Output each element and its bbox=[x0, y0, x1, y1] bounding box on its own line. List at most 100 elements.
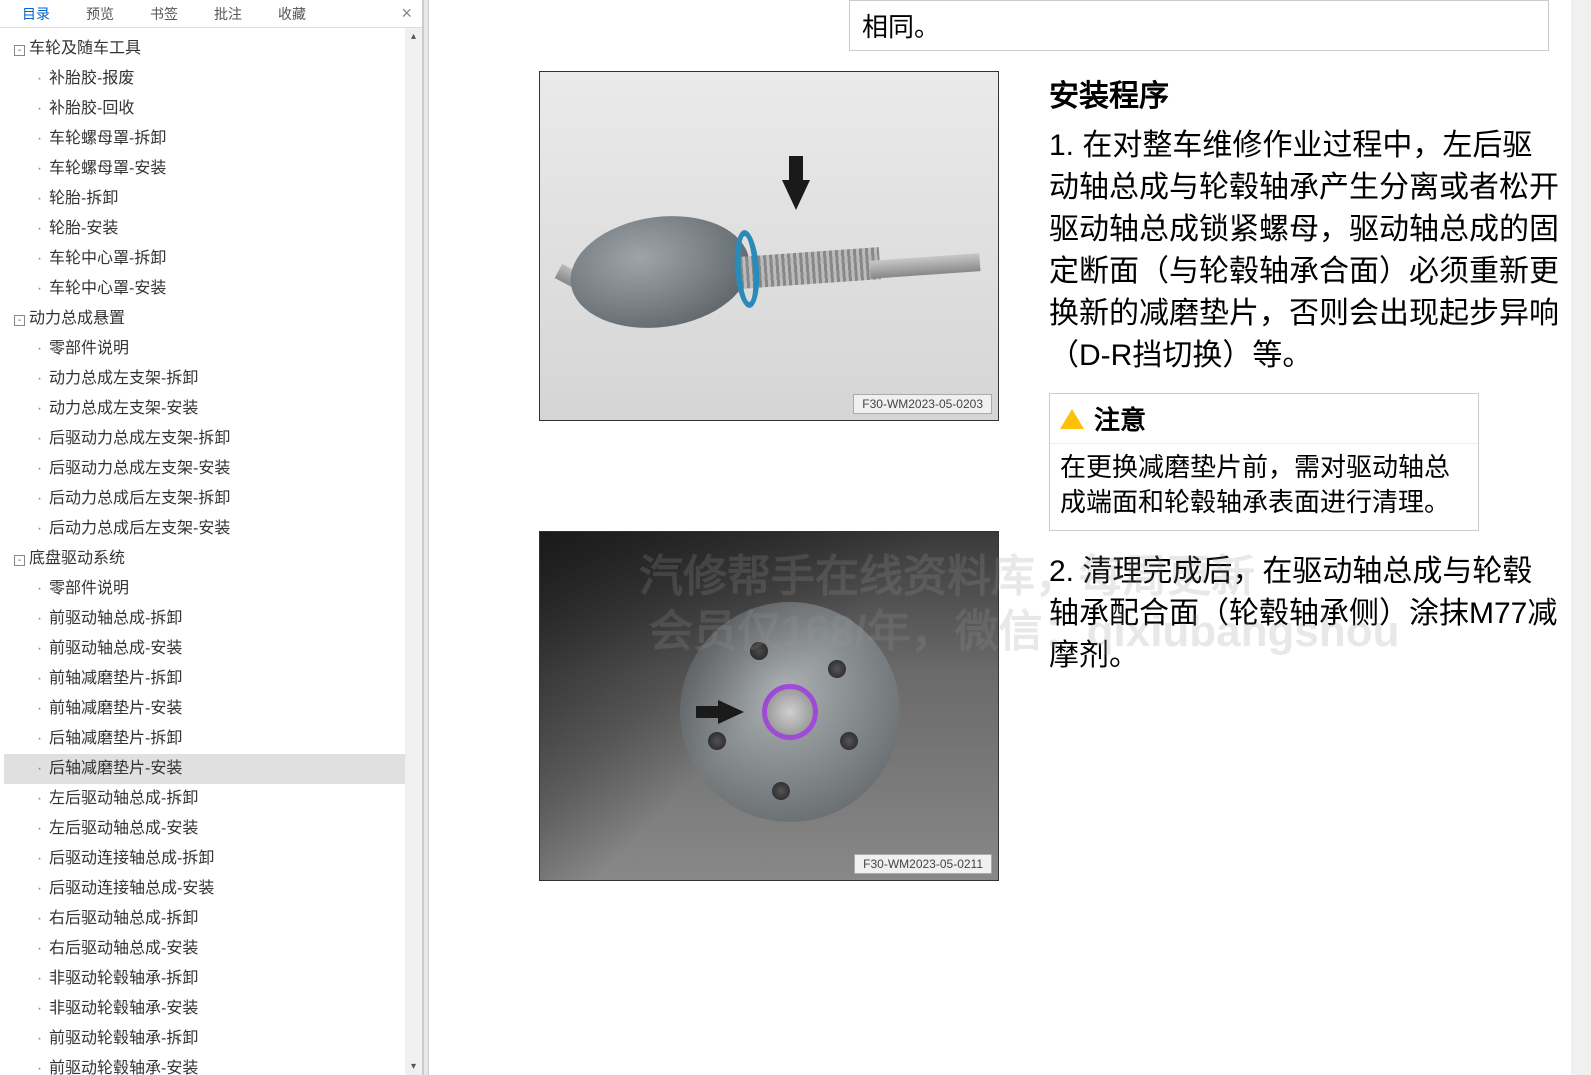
scroll-up-icon[interactable]: ▴ bbox=[405, 28, 422, 45]
tree-item[interactable]: ·前轴减磨垫片-拆卸 bbox=[4, 664, 422, 694]
tree-item[interactable]: ·前驱动轴总成-拆卸 bbox=[4, 604, 422, 634]
arrow-right-icon bbox=[718, 700, 744, 724]
tree-bullet-icon: · bbox=[34, 636, 45, 662]
tree-item[interactable]: ·动力总成左支架-拆卸 bbox=[4, 364, 422, 394]
tree-item[interactable]: ·后驱动连接轴总成-拆卸 bbox=[4, 844, 422, 874]
tree-item-label: 右后驱动轴总成-安装 bbox=[49, 940, 198, 957]
caution-header: 注意 bbox=[1050, 394, 1478, 444]
tree-item[interactable]: ·左后驱动轴总成-拆卸 bbox=[4, 784, 422, 814]
shaft-ring-highlight bbox=[732, 229, 761, 308]
tree-item[interactable]: ·左后驱动轴总成-安装 bbox=[4, 814, 422, 844]
paragraph-2: 2. 清理完成后，在驱动轴总成与轮毂轴承配合面（轮毂轴承侧）涂抹M77减摩剂。 bbox=[1049, 551, 1561, 677]
document-content: 相同。 F30-WM2023-05-0203 bbox=[429, 0, 1591, 1075]
tab-annotate[interactable]: 批注 bbox=[196, 0, 260, 28]
tree-bullet-icon: · bbox=[34, 696, 45, 722]
tree-item[interactable]: ·车轮螺母罩-拆卸 bbox=[4, 124, 422, 154]
sidebar: 目录 预览 书签 批注 收藏 × ▴ ▾ -车轮及随车工具·补胎胶-报废·补胎胶… bbox=[0, 0, 423, 1075]
scroll-down-icon[interactable]: ▾ bbox=[405, 1058, 422, 1075]
tree-item[interactable]: -动力总成悬置 bbox=[4, 304, 422, 334]
tree-item[interactable]: ·右后驱动轴总成-拆卸 bbox=[4, 904, 422, 934]
tree-item-label: 车轮中心罩-安装 bbox=[49, 280, 166, 297]
top-note-box: 相同。 bbox=[849, 0, 1549, 51]
tree-item[interactable]: ·轮胎-拆卸 bbox=[4, 184, 422, 214]
tree-bullet-icon: · bbox=[34, 996, 45, 1022]
tree-item-label: 动力总成左支架-拆卸 bbox=[49, 370, 198, 387]
tree-item[interactable]: ·动力总成左支架-安装 bbox=[4, 394, 422, 424]
tree-item-label: 后驱动连接轴总成-安装 bbox=[49, 880, 214, 897]
tree-item-label: 补胎胶-回收 bbox=[49, 100, 134, 117]
tree-item-label: 前驱动轴总成-安装 bbox=[49, 640, 182, 657]
tree-item[interactable]: ·补胎胶-回收 bbox=[4, 94, 422, 124]
tree-bullet-icon: · bbox=[34, 966, 45, 992]
content-scrollbar[interactable] bbox=[1571, 0, 1591, 1075]
shaft-spline-graphic bbox=[739, 247, 881, 289]
tree-item[interactable]: ·零部件说明 bbox=[4, 574, 422, 604]
tree-item-label: 车轮中心罩-拆卸 bbox=[49, 250, 166, 267]
tree-item[interactable]: ·前驱动轴总成-安装 bbox=[4, 634, 422, 664]
tree-item-label: 后轴减磨垫片-拆卸 bbox=[49, 730, 182, 747]
tree-toggle-icon[interactable]: - bbox=[14, 45, 25, 56]
frame-overlay bbox=[540, 532, 998, 880]
tab-toc[interactable]: 目录 bbox=[4, 0, 68, 28]
tree-item[interactable]: ·后轴减磨垫片-安装 bbox=[4, 754, 422, 784]
tree-item-label: 前轴减磨垫片-拆卸 bbox=[49, 670, 182, 687]
tree-item[interactable]: -底盘驱动系统 bbox=[4, 544, 422, 574]
tree-item[interactable]: ·车轮中心罩-拆卸 bbox=[4, 244, 422, 274]
tree-item-label: 非驱动轮毂轴承-安装 bbox=[49, 1000, 198, 1017]
tree-bullet-icon: · bbox=[34, 516, 45, 542]
tree-item[interactable]: ·车轮中心罩-安装 bbox=[4, 274, 422, 304]
tab-favorite[interactable]: 收藏 bbox=[260, 0, 324, 28]
tree-bullet-icon: · bbox=[34, 576, 45, 602]
tree-bullet-icon: · bbox=[34, 936, 45, 962]
tree-item[interactable]: ·非驱动轮毂轴承-拆卸 bbox=[4, 964, 422, 994]
shaft-rod-graphic bbox=[870, 253, 981, 279]
tab-preview[interactable]: 预览 bbox=[68, 0, 132, 28]
tree-item[interactable]: ·后动力总成后左支架-拆卸 bbox=[4, 484, 422, 514]
tree-item[interactable]: ·非驱动轮毂轴承-安装 bbox=[4, 994, 422, 1024]
tree-bullet-icon: · bbox=[34, 1056, 45, 1075]
tree-item[interactable]: ·右后驱动轴总成-安装 bbox=[4, 934, 422, 964]
tree-item[interactable]: ·后轴减磨垫片-拆卸 bbox=[4, 724, 422, 754]
tree-item-label: 后动力总成后左支架-安装 bbox=[49, 520, 230, 537]
arrow-down-icon bbox=[782, 180, 810, 210]
close-icon[interactable]: × bbox=[401, 3, 412, 24]
tree-item[interactable]: ·车轮螺母罩-安装 bbox=[4, 154, 422, 184]
tree-bullet-icon: · bbox=[34, 126, 45, 152]
tab-bookmark[interactable]: 书签 bbox=[132, 0, 196, 28]
tree-item[interactable]: ·前轴减磨垫片-安装 bbox=[4, 694, 422, 724]
tree-item[interactable]: ·轮胎-安装 bbox=[4, 214, 422, 244]
tree-bullet-icon: · bbox=[34, 606, 45, 632]
tree-item[interactable]: ·前驱动轮毂轴承-拆卸 bbox=[4, 1024, 422, 1054]
main-columns: F30-WM2023-05-0203 F30-WM2023-05-0211 安装… bbox=[539, 71, 1561, 881]
tree-item[interactable]: ·零部件说明 bbox=[4, 334, 422, 364]
figure-1-label: F30-WM2023-05-0203 bbox=[853, 394, 992, 414]
caution-body: 在更换减磨垫片前，需对驱动轴总成端面和轮毂轴承表面进行清理。 bbox=[1050, 444, 1478, 530]
tree-item-label: 后驱动力总成左支架-拆卸 bbox=[49, 430, 230, 447]
tree-item[interactable]: ·后驱动力总成左支架-拆卸 bbox=[4, 424, 422, 454]
tree-toggle-icon[interactable]: - bbox=[14, 555, 25, 566]
tree-item-label: 右后驱动轴总成-拆卸 bbox=[49, 910, 198, 927]
tree-item[interactable]: · 前驱动轮毂轴承-安装 bbox=[4, 1054, 422, 1075]
tree-item-label: 前驱动轮毂轴承-安装 bbox=[49, 1060, 198, 1075]
tree-bullet-icon: · bbox=[34, 456, 45, 482]
tree-bullet-icon: · bbox=[34, 666, 45, 692]
tree-item[interactable]: -车轮及随车工具 bbox=[4, 34, 422, 64]
tree-item-label: 动力总成悬置 bbox=[29, 310, 125, 327]
tree-item-label: 零部件说明 bbox=[49, 580, 129, 597]
tree-bullet-icon: · bbox=[34, 426, 45, 452]
tree-scrollbar[interactable]: ▴ ▾ bbox=[405, 28, 422, 1075]
tree-item[interactable]: ·后驱动连接轴总成-安装 bbox=[4, 874, 422, 904]
tree-item[interactable]: ·补胎胶-报废 bbox=[4, 64, 422, 94]
tree-item[interactable]: ·后驱动力总成左支架-安装 bbox=[4, 454, 422, 484]
tree-toggle-icon[interactable]: - bbox=[14, 315, 25, 326]
tree-item-label: 左后驱动轴总成-安装 bbox=[49, 820, 198, 837]
section-heading: 安装程序 bbox=[1049, 71, 1561, 115]
tree-bullet-icon: · bbox=[34, 1026, 45, 1052]
tree-bullet-icon: · bbox=[34, 486, 45, 512]
caution-box: 注意 在更换减磨垫片前，需对驱动轴总成端面和轮毂轴承表面进行清理。 bbox=[1049, 393, 1479, 531]
tree-bullet-icon: · bbox=[34, 846, 45, 872]
tree-item-label: 后驱动连接轴总成-拆卸 bbox=[49, 850, 214, 867]
tree-item[interactable]: ·后动力总成后左支架-安装 bbox=[4, 514, 422, 544]
tree-bullet-icon: · bbox=[34, 816, 45, 842]
tree-item-label: 车轮螺母罩-安装 bbox=[49, 160, 166, 177]
